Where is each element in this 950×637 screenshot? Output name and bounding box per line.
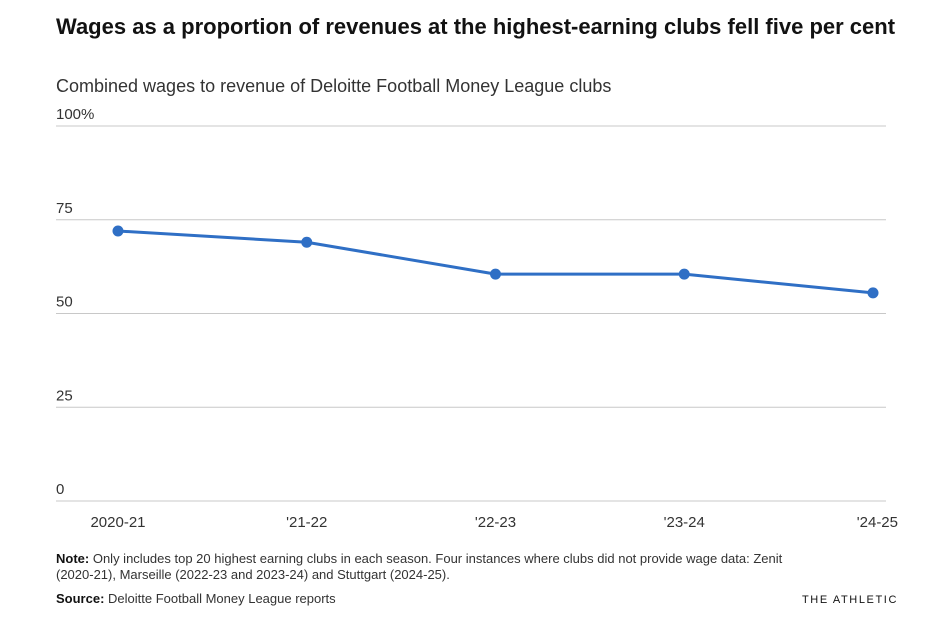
x-tick-label: '22-23 [475,514,516,531]
y-tick-label: 25 [56,387,73,404]
data-point [678,268,690,280]
x-tick-label: 2020-21 [90,514,145,531]
note-label: Note: [56,551,90,566]
line-chart: 100% 75 50 25 0 2020-21 '21-22 '22-23 '23-24 '24… [56,106,898,531]
y-tick-label: 75 [56,200,73,217]
x-tick-label: '24-25 [857,514,898,531]
x-tick-label: '21-22 [286,514,327,531]
data-point [301,236,313,248]
data-point [490,268,501,280]
note-text: Only includes top 20 highest earning clu… [56,551,783,582]
source-text: Deloitte Football Money League reports [108,591,336,606]
y-tick-label: 100% [56,106,94,123]
chart-source: Source: Deloitte Football Money League r… [56,591,336,606]
source-label: Source: [56,591,105,606]
brand-logo: THE ATHLETIC [801,594,898,606]
chart-title: Wages as a proportion of revenues at the… [56,14,896,39]
series-line [116,229,875,295]
y-tick-label: 50 [56,294,73,311]
data-point [867,287,879,299]
data-point [112,225,124,237]
chart-note: Note: Only includes top 20 highest earni… [56,551,816,583]
chart-subtitle: Combined wages to revenue of Deloitte Fo… [56,76,612,96]
y-tick-label: 0 [56,481,64,498]
x-tick-label: '23-24 [664,514,705,531]
